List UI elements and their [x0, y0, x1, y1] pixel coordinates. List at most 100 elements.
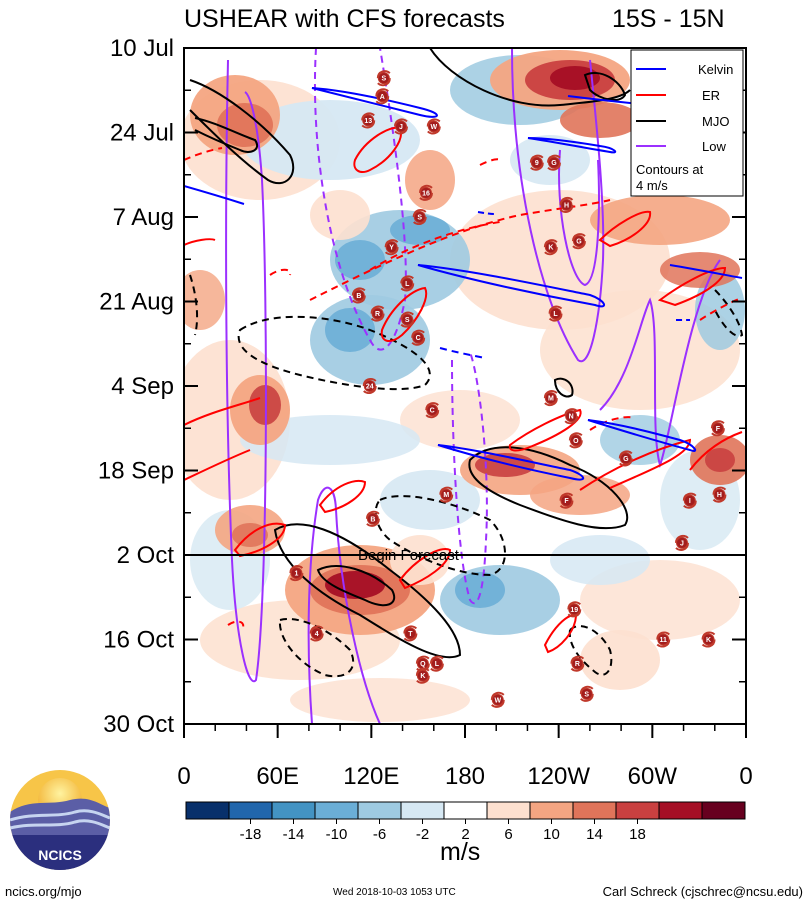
- storm-marker: 13: [361, 112, 376, 129]
- storm-dot: [675, 536, 688, 549]
- storm-marker: K: [415, 667, 430, 684]
- storm-label: L: [435, 661, 440, 668]
- contours: [184, 48, 744, 724]
- storm-dot: [385, 241, 398, 254]
- storm-marker: H: [712, 486, 727, 503]
- contour-er: [579, 438, 692, 491]
- storm-dot: [565, 410, 578, 423]
- legend-label-mjo: MJO: [702, 114, 729, 129]
- storm-label: L: [405, 281, 410, 288]
- storm-marker: S: [376, 70, 391, 87]
- contour-kelvin: [311, 87, 438, 118]
- storm-dot: [560, 198, 573, 211]
- storm-label: 11: [660, 637, 668, 644]
- storm-label: J: [680, 540, 684, 547]
- storm-dot: [352, 289, 365, 302]
- storm-label: N: [569, 414, 574, 421]
- storm-marker: Y: [384, 239, 399, 256]
- storm-marker: S: [412, 208, 427, 226]
- shear-shading: [184, 50, 746, 722]
- y-tick-label: 4 Sep: [111, 373, 174, 400]
- storm-dot: [560, 494, 573, 507]
- contour-er: [318, 480, 367, 514]
- y-tick-label: 21 Aug: [99, 289, 174, 316]
- storm-label: 24: [366, 384, 374, 391]
- storm-dot: [310, 627, 323, 640]
- storm-label: K: [548, 245, 553, 252]
- colorbar-swatch: [357, 801, 402, 820]
- storm-marker: 11: [656, 631, 671, 648]
- storm-label: 1: [294, 571, 298, 578]
- storm-dot: [491, 693, 504, 706]
- storm-label: G: [623, 456, 629, 463]
- storm-marker: R: [570, 655, 585, 672]
- storm-label: S: [584, 691, 589, 698]
- storm-dot: [413, 211, 426, 223]
- storm-dot: [657, 633, 670, 646]
- storm-marker: C: [411, 329, 426, 346]
- storm-label: 9: [535, 160, 539, 167]
- storm-label: M: [548, 396, 554, 403]
- contour-mjo: [468, 446, 628, 530]
- y-tick-label: 24 Jul: [110, 120, 174, 147]
- ncics-logo: NCICS: [10, 770, 110, 870]
- storm-dot: [362, 114, 375, 127]
- colorbar-tick-label: -2: [416, 826, 429, 843]
- logo-wave: [10, 819, 110, 830]
- contour-er: [380, 286, 428, 342]
- legend-label-low: Low: [702, 139, 726, 154]
- colorbar-swatch: [400, 801, 445, 820]
- storm-dot: [430, 657, 443, 670]
- colorbar-swatch: [701, 801, 746, 820]
- shade-blob: [217, 103, 273, 147]
- contour-low: [225, 59, 267, 683]
- contour-er: [398, 548, 452, 590]
- contour-low: [511, 48, 605, 363]
- storm-label: R: [375, 311, 380, 318]
- storm-label: L: [553, 311, 558, 318]
- storm-dot: [401, 277, 414, 290]
- contour-er-dashed: [479, 158, 501, 166]
- storm-dot: [427, 120, 440, 133]
- colorbar-swatch: [314, 801, 359, 820]
- contour-mjo: [273, 523, 462, 659]
- x-tick-label: 0: [739, 763, 752, 790]
- contour-er: [184, 238, 216, 246]
- colorbar-swatch: [529, 801, 574, 820]
- storm-label: C: [430, 408, 435, 415]
- shade-blob: [705, 448, 735, 472]
- storm-marker: B: [351, 287, 366, 304]
- legend-label-kelvin: Kelvin: [698, 62, 733, 77]
- contour-er: [233, 522, 287, 558]
- colorbar-tick-label: -6: [373, 826, 386, 843]
- contour-kelvin: [527, 137, 617, 154]
- storm-label: G: [576, 239, 582, 246]
- contour-kelvin: [587, 419, 697, 452]
- contour-er: [689, 431, 743, 471]
- storm-marker: F: [710, 420, 725, 437]
- shade-blob: [240, 100, 420, 180]
- storm-label: I: [689, 498, 691, 505]
- storm-dot: [619, 452, 632, 465]
- storm-dot: [290, 567, 303, 580]
- colorbar-swatch: [658, 801, 703, 820]
- storm-dot: [544, 241, 557, 254]
- storm-label: H: [564, 202, 569, 209]
- x-tick-label: 0: [177, 763, 190, 790]
- contour-kelvin: [417, 264, 605, 308]
- storm-marker: T: [403, 625, 418, 642]
- chart-region: 15S - 15N: [612, 5, 725, 33]
- footer-url[interactable]: ncics.org/mjo: [5, 884, 82, 899]
- colorbar-tick-label: 14: [586, 826, 603, 843]
- contour-kelvin: [184, 185, 245, 205]
- storm-dot: [549, 307, 562, 320]
- contour-er-dashed: [309, 199, 611, 301]
- storm-marker: 16: [418, 184, 433, 201]
- forecast-label: Begin Forecast: [358, 547, 460, 564]
- contour-mjo: [194, 117, 259, 153]
- storm-marker: G: [618, 450, 633, 467]
- logo-wave: [10, 809, 110, 822]
- shade-blob: [290, 678, 470, 722]
- storm-label: 19: [570, 607, 578, 614]
- x-tick-label: 60E: [256, 763, 299, 790]
